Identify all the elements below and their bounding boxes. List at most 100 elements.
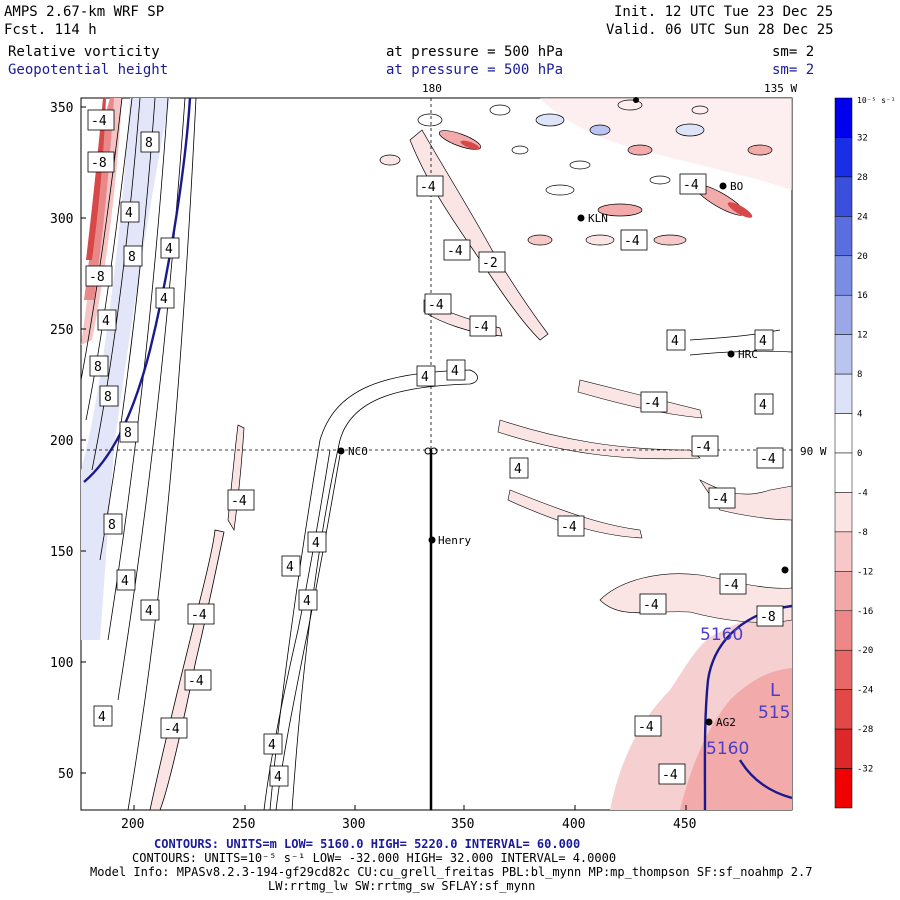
svg-text:4: 4	[274, 770, 282, 785]
svg-text:-4: -4	[662, 768, 678, 783]
colorbar-tick-label: 20	[857, 252, 868, 262]
svg-text:4: 4	[671, 334, 679, 349]
svg-text:250: 250	[50, 323, 73, 338]
lon-label-135w: 135 W	[764, 82, 797, 95]
svg-text:8: 8	[104, 390, 112, 405]
svg-text:4: 4	[98, 710, 106, 725]
lon-label-90w: 90 W	[800, 445, 827, 458]
colorbar-tick-label: -28	[857, 725, 873, 735]
contour-label: -4	[640, 391, 668, 413]
svg-text:-4: -4	[188, 674, 204, 689]
station-bo: BO	[730, 180, 743, 193]
contour-label: 4	[97, 309, 117, 331]
svg-text:8: 8	[128, 250, 136, 265]
colorbar-swatch	[834, 531, 853, 572]
contour-label: 4	[269, 765, 289, 787]
contour-label: -4	[679, 173, 707, 195]
svg-text:8: 8	[124, 426, 132, 441]
x-axis: 200 250 300 350 400 450	[121, 805, 696, 832]
contour-label: 4	[754, 329, 774, 351]
contour-label: 4	[281, 555, 301, 577]
svg-text:400: 400	[562, 817, 585, 832]
colorbar-tick-label: -4	[857, 488, 868, 498]
init-time: Init. 12 UTC Tue 23 Dec 25	[614, 4, 834, 20]
lon-label-180: 180	[422, 82, 442, 95]
colorbar-tick-label: 28	[857, 173, 868, 183]
station-hrc: HRC	[738, 348, 758, 361]
contour-label: -4	[639, 593, 667, 615]
svg-text:-4: -4	[420, 180, 436, 195]
colorbar-swatch	[834, 373, 853, 414]
svg-text:-4: -4	[473, 320, 489, 335]
svg-text:-8: -8	[760, 610, 776, 625]
station-henry: Henry	[438, 534, 471, 547]
svg-text:4: 4	[121, 574, 129, 589]
contour-label: 4	[754, 393, 774, 415]
contour-label: -2	[478, 251, 506, 273]
valid-time: Valid. 06 UTC Sun 28 Dec 25	[606, 22, 834, 38]
colorbar-swatch	[834, 216, 853, 257]
colorbar-tick-label: -8	[857, 528, 868, 538]
svg-text:-4: -4	[643, 598, 659, 613]
svg-text:-4: -4	[447, 244, 463, 259]
vorticity-contour-info: CONTOURS: UNITS=10⁻⁵ s⁻¹ LOW= -32.000 HI…	[132, 851, 617, 865]
svg-text:300: 300	[50, 212, 73, 227]
svg-text:-8: -8	[89, 270, 105, 285]
contour-label: 8	[123, 245, 143, 267]
contour-label: -4	[424, 293, 452, 315]
contour-label: 4	[416, 365, 436, 387]
contour-label: -4	[719, 573, 747, 595]
svg-text:-4: -4	[683, 178, 699, 193]
svg-text:-4: -4	[638, 720, 654, 735]
colorbar-tick-label: 4	[857, 410, 862, 420]
contour-label: -8	[756, 605, 784, 627]
contour-label: 4	[160, 237, 180, 259]
contour-label: 4	[140, 599, 160, 621]
colorbar-swatch	[834, 728, 853, 769]
height-contour-5160	[703, 604, 792, 810]
field1-name: Relative vorticity	[8, 44, 160, 60]
contour-label: 8	[89, 355, 109, 377]
station-ag2: AG2	[716, 716, 736, 729]
forecast-hour: Fcst. 114 h	[4, 22, 97, 38]
colorbar-swatch	[834, 334, 853, 375]
contour-label: 4	[298, 589, 318, 611]
contour-label: -8	[85, 265, 113, 287]
colorbar-tick-label: 8	[857, 370, 862, 380]
colorbar-swatch	[834, 768, 853, 809]
station-kln: KLN	[588, 212, 608, 225]
contour-label: -4	[443, 239, 471, 261]
svg-text:-4: -4	[712, 492, 728, 507]
svg-text:-4: -4	[624, 234, 640, 249]
contour-label: -4	[658, 763, 686, 785]
svg-text:-4: -4	[164, 722, 180, 737]
svg-text:4: 4	[514, 462, 522, 477]
svg-text:4: 4	[286, 560, 294, 575]
svg-text:350: 350	[50, 101, 73, 116]
svg-text:-8: -8	[91, 156, 107, 171]
svg-text:150: 150	[50, 545, 73, 560]
contour-label: 4	[307, 531, 327, 553]
contour-label: 4	[446, 359, 466, 381]
colorbar-tick-label: -20	[857, 646, 873, 656]
svg-text:350: 350	[451, 817, 474, 832]
svg-text:8: 8	[145, 136, 153, 151]
contour-label: 4	[509, 457, 529, 479]
svg-text:450: 450	[673, 817, 696, 832]
field1-smoothing: sm= 2	[772, 44, 815, 60]
colorbar-tick-label: 16	[857, 291, 868, 301]
svg-text:-4: -4	[191, 608, 207, 623]
svg-text:-4: -4	[231, 494, 247, 509]
contour-label: -4	[634, 715, 662, 737]
contour-label: 8	[99, 385, 119, 407]
contour-label: -4	[187, 603, 215, 625]
colorbar-swatch	[834, 97, 853, 138]
colorbar-tick-label: -32	[857, 765, 873, 775]
contour-label: -4	[557, 515, 585, 537]
svg-text:-4: -4	[760, 452, 776, 467]
svg-text:-4: -4	[91, 114, 107, 129]
contour-label: 8	[103, 513, 123, 535]
height-label-partial: 515	[758, 703, 790, 723]
contour-label: -4	[469, 315, 497, 337]
